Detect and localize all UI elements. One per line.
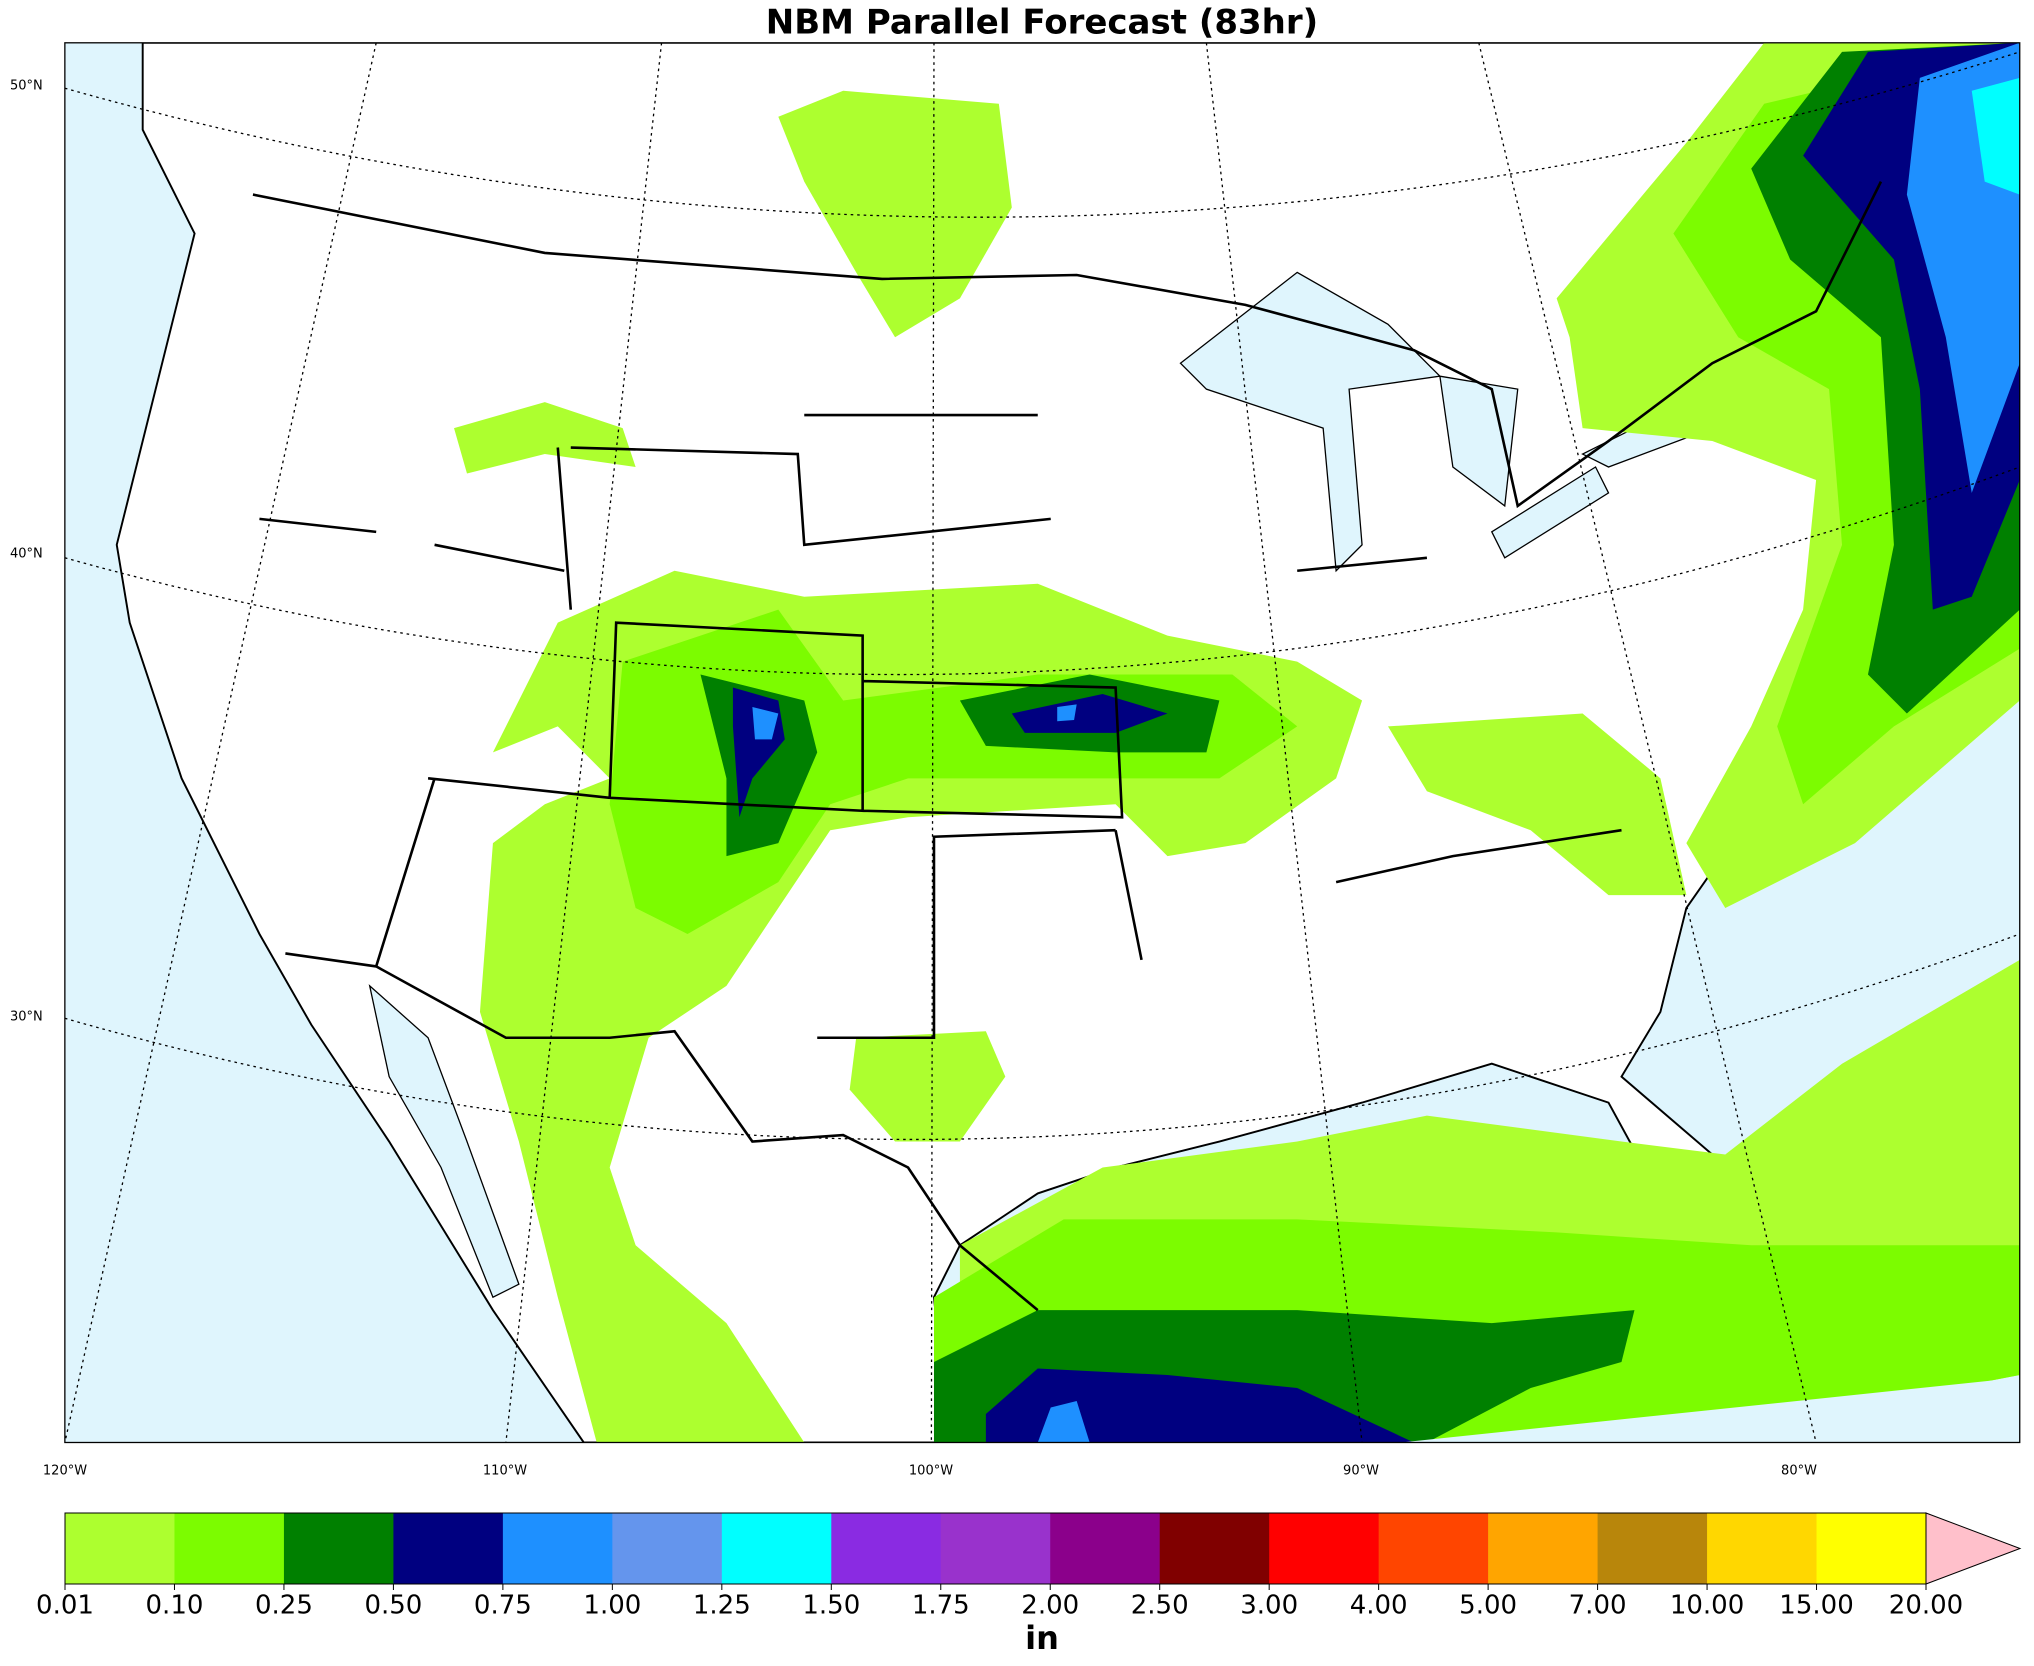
colorbar-tick-label: 0.01 xyxy=(36,1591,94,1621)
colorbar: 0.01 0.10 0.25 0.50 0.75 1.00 1.25 1.50 1.75 2.00… xyxy=(36,1512,2022,1621)
lat-label: 40°N xyxy=(10,547,43,562)
colorbar-tick-label: 2.50 xyxy=(1131,1591,1189,1621)
colorbar-tick-label: 20.00 xyxy=(1889,1591,1963,1621)
lat-labels: 50°N 40°N 30°N xyxy=(10,79,43,1025)
colorbar-tick-label: 15.00 xyxy=(1779,1591,1853,1621)
colorbar-tick-label: 0.25 xyxy=(255,1591,313,1621)
map xyxy=(64,42,2021,1444)
colorbar-bin xyxy=(1597,1513,1708,1584)
colorbar-tick-label: 1.50 xyxy=(802,1591,860,1621)
colorbar-bin xyxy=(174,1513,285,1584)
colorbar-tick-label: 7.00 xyxy=(1569,1591,1627,1621)
colorbar-tick-label: 5.00 xyxy=(1459,1591,1517,1621)
colorbar-tick-label: 1.00 xyxy=(583,1591,641,1621)
colorbar-tick-label: 0.10 xyxy=(146,1591,204,1621)
colorbar-bin xyxy=(1816,1513,1927,1584)
colorbar-tick-label: 2.00 xyxy=(1021,1591,1079,1621)
colorbar-extension xyxy=(1925,1512,2022,1585)
colorbar-frame xyxy=(64,1512,1927,1585)
colorbar-tick-label: 10.00 xyxy=(1670,1591,1744,1621)
colorbar-bin xyxy=(1707,1513,1818,1584)
title: NBM Parallel Forecast (83hr) xyxy=(766,3,1318,43)
lat-label: 30°N xyxy=(10,1010,43,1025)
graticule xyxy=(64,42,2020,1443)
colorbar-bin xyxy=(612,1513,723,1584)
colorbar-bin xyxy=(1269,1513,1380,1584)
lon-label: 110°W xyxy=(483,1464,527,1479)
colorbar-tick-label: 0.50 xyxy=(364,1591,422,1621)
colorbar-bin xyxy=(1378,1513,1489,1584)
colorbar-bin xyxy=(1050,1513,1161,1584)
colorbar-tick-label: 4.00 xyxy=(1350,1591,1408,1621)
colorbar-tick-label: 3.00 xyxy=(1240,1591,1298,1621)
colorbar-tick-label: 1.75 xyxy=(912,1591,970,1621)
lon-labels: 120°W 110°W 100°W 90°W 80°W xyxy=(43,1464,1817,1479)
colorbar-tick-label: 0.75 xyxy=(474,1591,532,1621)
lon-label: 100°W xyxy=(909,1464,953,1479)
colorbar-bin xyxy=(1159,1513,1270,1584)
colorbar-bin xyxy=(502,1513,613,1584)
colorbar-tick-label: 1.25 xyxy=(693,1591,751,1621)
lon-label: 120°W xyxy=(43,1464,87,1479)
colorbar-bin xyxy=(393,1513,504,1584)
lat-label: 50°N xyxy=(10,79,43,94)
map-frame xyxy=(64,42,2021,1444)
lon-label: 90°W xyxy=(1343,1464,1379,1479)
colorbar-bin xyxy=(940,1513,1051,1584)
gulf-of-california xyxy=(368,984,520,1299)
precip xyxy=(454,42,2020,1443)
colorbar-unit: in xyxy=(1025,1619,1059,1657)
colorbar-bin xyxy=(283,1513,394,1584)
great-lakes xyxy=(1179,271,1714,573)
colorbar-bin xyxy=(65,1513,175,1584)
colorbar-bin xyxy=(1488,1513,1599,1584)
colorbar-bin xyxy=(721,1513,832,1584)
borders xyxy=(252,181,1883,1312)
colorbar-bin xyxy=(831,1513,942,1584)
lon-label: 80°W xyxy=(1781,1464,1817,1479)
